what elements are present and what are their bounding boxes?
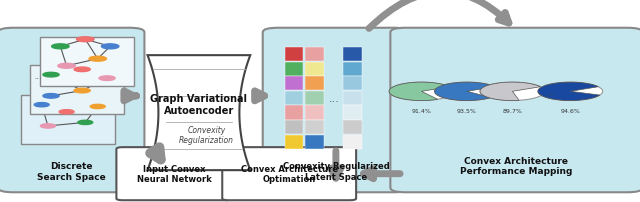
Bar [343,77,362,91]
Text: 91.4%: 91.4% [412,108,431,113]
Polygon shape [389,83,449,101]
Bar [305,62,324,76]
Bar [343,121,362,135]
Bar [343,135,362,149]
Bar [343,91,362,105]
Polygon shape [148,56,250,170]
FancyBboxPatch shape [263,29,409,192]
Bar [305,106,324,120]
Bar [285,48,303,62]
Circle shape [74,68,90,72]
Circle shape [538,83,603,101]
Bar [343,48,362,62]
Text: Input Convex
Neural Network: Input Convex Neural Network [136,164,211,183]
Polygon shape [480,83,540,101]
Circle shape [89,57,106,62]
Bar [305,48,324,62]
Text: ...: ... [547,87,556,97]
Text: Discrete
Search Space: Discrete Search Space [37,162,106,181]
Text: 89.7%: 89.7% [502,108,522,113]
Bar [285,121,303,135]
FancyBboxPatch shape [390,29,640,192]
Bar [343,106,362,120]
Circle shape [43,73,59,78]
Polygon shape [538,83,600,101]
FancyBboxPatch shape [31,66,125,115]
Circle shape [52,45,69,49]
Bar [285,91,303,105]
Text: Graph Variational
Autoencoder: Graph Variational Autoencoder [150,94,248,115]
Bar [285,77,303,91]
Bar [285,62,303,76]
Text: Convex Architecture
Optimation: Convex Architecture Optimation [241,164,338,183]
Circle shape [58,64,76,69]
FancyBboxPatch shape [40,38,134,86]
FancyBboxPatch shape [116,147,232,200]
Text: ...: ... [35,72,42,81]
Circle shape [34,103,49,107]
Circle shape [40,124,56,128]
Text: Convex Architecture
Performance Mapping: Convex Architecture Performance Mapping [460,156,573,176]
Circle shape [43,94,59,99]
Circle shape [99,77,115,81]
Text: 94.6%: 94.6% [561,108,580,113]
FancyBboxPatch shape [0,29,145,192]
Bar [305,121,324,135]
Circle shape [59,110,74,114]
Circle shape [435,83,499,101]
Text: Convexity Regularized
Latent Space: Convexity Regularized Latent Space [282,162,389,181]
Text: 93.5%: 93.5% [457,108,477,113]
FancyBboxPatch shape [21,96,115,144]
Circle shape [77,38,94,42]
Circle shape [90,105,105,109]
Circle shape [389,83,454,101]
Circle shape [78,121,93,125]
Text: ...: ... [328,93,339,103]
Bar [343,62,362,76]
Bar [285,135,303,149]
Circle shape [480,83,545,101]
Text: Convexity
Regularization: Convexity Regularization [179,125,234,145]
Circle shape [74,89,90,93]
Bar [305,77,324,91]
Bar [305,135,324,149]
Polygon shape [435,83,495,101]
Circle shape [102,45,119,49]
Bar [305,91,324,105]
Bar [285,106,303,120]
FancyBboxPatch shape [222,147,356,200]
